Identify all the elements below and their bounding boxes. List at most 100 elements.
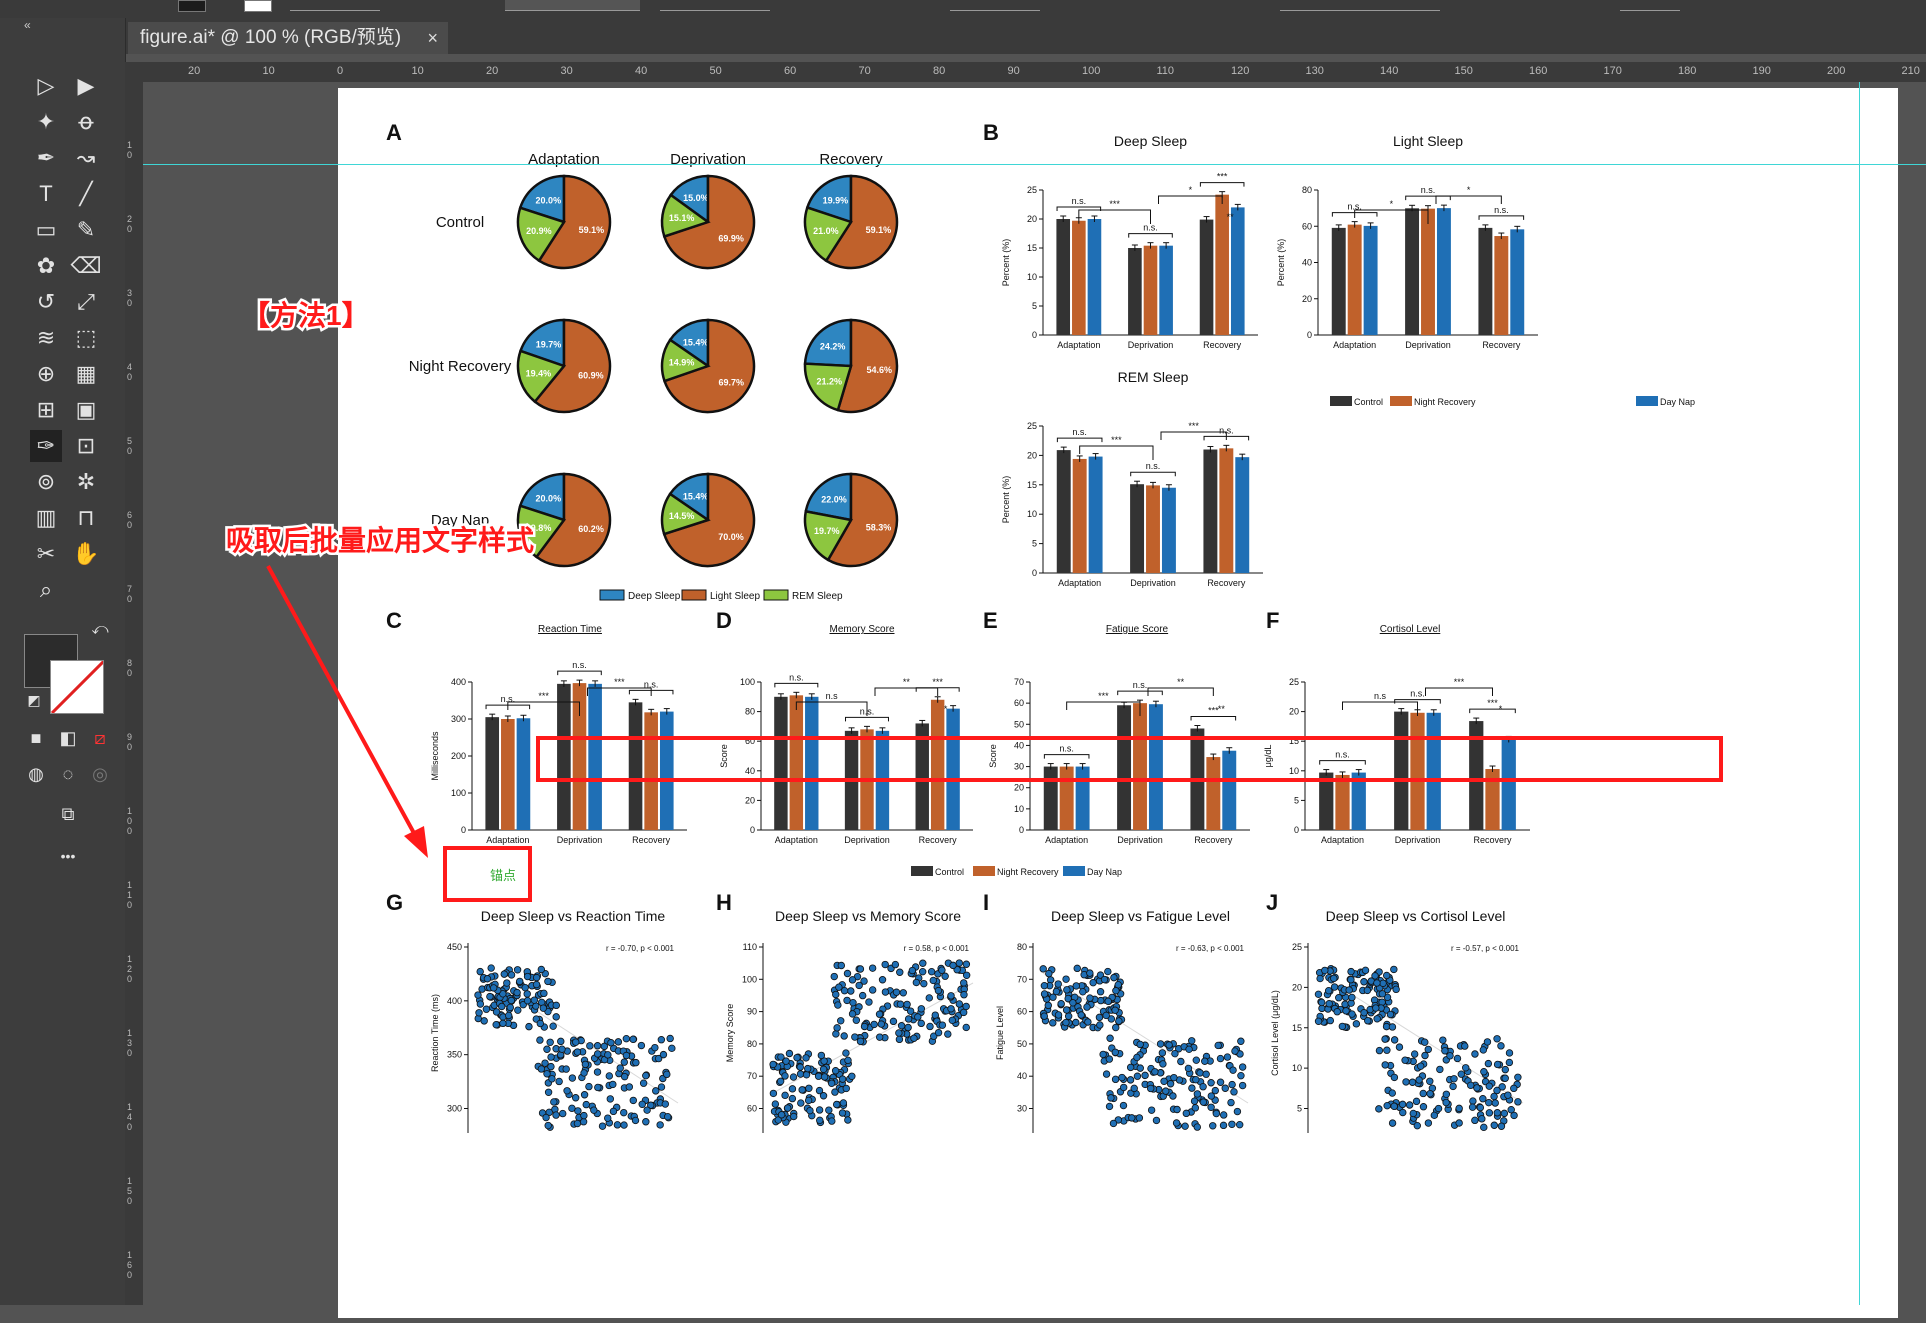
- eraser-tool-icon[interactable]: ⌫: [70, 253, 102, 278]
- scatter-point: [1207, 1079, 1215, 1087]
- swap-colors-icon[interactable]: ⤺: [91, 621, 109, 638]
- horizontal-ruler[interactable]: 20 10 0 10 20 30 40 50 60 70 80 90 100 110 120 130 140 15…: [143, 62, 1926, 83]
- magic-wand-tool-icon[interactable]: ✦: [36, 109, 56, 134]
- stroke-color-box[interactable]: [50, 660, 104, 714]
- slice-tool-icon[interactable]: ✂: [36, 541, 56, 566]
- color-mode-icon[interactable]: ■: [30, 728, 42, 748]
- significance-bracket: [1354, 209, 1429, 224]
- stroke-weight-field[interactable]: [290, 0, 380, 11]
- screen-mode-icon[interactable]: ⧉: [61, 804, 75, 824]
- document-tab-bar: figure.ai* @ 100 % (RGB/预览) ×: [125, 18, 1926, 54]
- perspective-grid-tool-icon[interactable]: ▦: [75, 361, 97, 386]
- scatter-point: [815, 1086, 824, 1095]
- bar: [1199, 219, 1214, 335]
- brush-field[interactable]: [660, 0, 770, 11]
- line-tool-icon[interactable]: ╱: [79, 181, 93, 206]
- scatter-point: [1408, 1078, 1417, 1086]
- pen-tool-icon[interactable]: ✒: [36, 145, 56, 170]
- style-field[interactable]: [1280, 0, 1440, 11]
- scatter-point: [647, 1101, 655, 1109]
- scatter-point: [1383, 993, 1392, 1002]
- scatter-point: [1158, 1049, 1167, 1057]
- significance-bracket: [1478, 215, 1525, 220]
- draw-inside-icon[interactable]: ◎: [92, 764, 108, 784]
- vertical-guide[interactable]: [1859, 82, 1860, 1305]
- y-axis-label: Reaction Time (ms): [430, 994, 440, 1072]
- vertical-ruler[interactable]: 1 0 2 0 3 0 4 0 5 0 6 0 7 0 8 0 9 0 1 0 0 1 1 0 1 2…: [125, 62, 144, 1305]
- scatter-point: [934, 1028, 943, 1037]
- ruler-label: 6 0: [127, 510, 133, 530]
- y-tick-label: 40: [745, 766, 755, 776]
- scatter-point: [1493, 1060, 1502, 1069]
- opacity-field[interactable]: [950, 0, 1040, 11]
- artboard-tool-icon[interactable]: ⊓: [77, 505, 95, 530]
- document-tab[interactable]: figure.ai* @ 100 % (RGB/预览) ×: [128, 22, 448, 54]
- scatter-point: [1318, 998, 1326, 1007]
- rectangle-tool-icon[interactable]: ▭: [35, 217, 57, 242]
- scatter-point: [1171, 1049, 1179, 1058]
- significance-label: n.s.: [1219, 425, 1234, 435]
- scatter-point: [1413, 1121, 1421, 1130]
- pie-chart: 19.9% 59.1% 21.0%: [803, 174, 899, 270]
- blend-tool-icon[interactable]: ⊚: [36, 469, 56, 494]
- horizontal-guide[interactable]: [143, 164, 1926, 165]
- y-axis-label: Cortisol Level (μg/dL): [1270, 990, 1280, 1076]
- column-graph-tool-icon[interactable]: ▥: [35, 505, 57, 530]
- close-tab-icon[interactable]: ×: [427, 28, 438, 48]
- significance-label: ***: [538, 691, 549, 701]
- y-tick-label: 300: [447, 1104, 462, 1114]
- variable-width-field[interactable]: [505, 0, 640, 11]
- more-tools-icon[interactable]: •••: [60, 848, 76, 864]
- paintbrush-tool-icon[interactable]: ✎: [76, 217, 96, 242]
- scatter-point: [1375, 1105, 1383, 1113]
- hand-tool-icon[interactable]: ✋: [72, 541, 100, 566]
- collapse-panel-icon[interactable]: «: [24, 18, 31, 32]
- mesh-tool-icon[interactable]: ⊞: [36, 397, 56, 422]
- rotate-tool-icon[interactable]: ↺: [36, 289, 56, 314]
- zoom-tool-icon[interactable]: ⌕: [39, 577, 53, 602]
- curvature-tool-icon[interactable]: ↝: [76, 145, 96, 170]
- scatter-point: [892, 988, 901, 996]
- lasso-tool-icon[interactable]: ꝋ: [78, 109, 94, 134]
- gradient-tool-icon[interactable]: ▣: [75, 397, 97, 422]
- pie-slice-label: 19.9%: [823, 195, 849, 205]
- default-colors-icon[interactable]: ◩: [27, 692, 41, 708]
- type-tool-icon[interactable]: T: [39, 181, 53, 206]
- scatter-point: [1199, 1083, 1207, 1091]
- scatter-point: [558, 1045, 566, 1053]
- scale-tool-icon[interactable]: ⤢: [77, 289, 95, 314]
- gradient-mode-icon[interactable]: ◧: [59, 728, 77, 748]
- free-transform-tool-icon[interactable]: ⬚: [75, 325, 97, 350]
- canvas[interactable]: A B C D E F G H I J Adaptation Deprivation Recovery C…: [143, 82, 1926, 1318]
- bar: [1319, 772, 1334, 830]
- y-tick-label: 10: [1027, 509, 1037, 519]
- measure-tool-icon[interactable]: ⊡: [76, 433, 96, 458]
- stroke-swatch[interactable]: [244, 0, 272, 12]
- direct-selection-tool-icon[interactable]: ▶: [77, 73, 95, 98]
- scatter-point: [1412, 1097, 1421, 1106]
- scatter-point: [661, 1100, 670, 1108]
- draw-behind-icon[interactable]: ◌: [62, 764, 74, 784]
- shape-builder-tool-icon[interactable]: ⊕: [36, 361, 56, 386]
- scatter-point: [789, 1073, 798, 1081]
- selection-tool-icon[interactable]: ▷: [37, 73, 55, 98]
- bar: [1469, 721, 1484, 830]
- symbol-sprayer-tool-icon[interactable]: ✲: [76, 469, 96, 494]
- eyedropper-tool-icon[interactable]: ✑: [30, 430, 62, 462]
- shaper-tool-icon[interactable]: ✿: [36, 253, 56, 278]
- fill-swatch[interactable]: [178, 0, 206, 12]
- bar: [1161, 487, 1176, 573]
- scatter-point: [1039, 965, 1047, 973]
- warp-tool-icon[interactable]: ≋: [36, 325, 56, 350]
- chart-title: Deep Sleep: [1114, 133, 1187, 149]
- scatter-point: [1314, 990, 1323, 999]
- panel-label-c: C: [386, 608, 402, 633]
- significance-label: *: [1499, 704, 1503, 714]
- tools-panel: « ▷ ▶ ✦ ꝋ ✒ ↝ T ╱ ▭ ✎ ✿ ⌫ ↺ ⤢ ≋ ⬚ ⊕ ▦ ⊞ ▣ ✑ ⊡ ⊚ ✲ ▥ ⊓ ✂ ✋ ⌕ ⤺ ◩ ■ ◧ …: [0, 18, 126, 1305]
- scatter-point: [938, 966, 946, 974]
- align-field[interactable]: [1620, 0, 1680, 11]
- none-mode-icon[interactable]: ⧄: [94, 728, 106, 748]
- scatter-point: [1405, 1101, 1414, 1109]
- draw-normal-icon[interactable]: ◍: [28, 764, 44, 784]
- scatter-point: [781, 1072, 789, 1080]
